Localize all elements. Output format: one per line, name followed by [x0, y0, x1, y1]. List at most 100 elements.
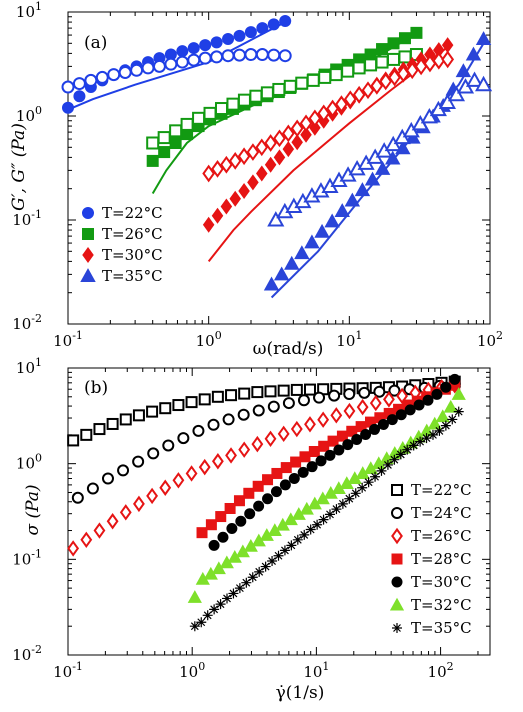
panel-b-data-point [360, 428, 372, 440]
panel-a-data-point [314, 223, 330, 238]
panel-b-xlabel: γ̇(1/s) [276, 683, 325, 703]
panel-a-data-point [283, 79, 297, 93]
panel-a-data-point [410, 26, 423, 39]
panel-b-data-point [101, 472, 114, 485]
panel-a-data-point [255, 138, 269, 157]
panel-a-data-point [210, 50, 224, 64]
panel-b-data-point [241, 577, 252, 588]
panel-b-data-point [421, 433, 432, 444]
panel-b-data-point [413, 399, 425, 411]
panel-b-data-point [235, 515, 247, 527]
panel-a-data-point [281, 124, 295, 143]
panel-a-data-point [405, 61, 419, 80]
panel-b-data-point [312, 519, 323, 530]
panel-b-data-point [267, 556, 278, 567]
panel-a-data-point [465, 71, 484, 87]
panel-b-data-point [279, 479, 291, 491]
panel-b-data-point [119, 504, 132, 521]
panel-b-data-point [189, 621, 200, 632]
panel-a-data-point [374, 160, 391, 175]
panel-b-data-point [146, 405, 159, 418]
panel-a-data-point [429, 100, 447, 117]
panel-a-data-point [73, 90, 86, 103]
panel-b-data-point [217, 531, 229, 543]
panel-b-data-point [93, 423, 106, 436]
panel-b-data-point [449, 373, 461, 385]
panel-a-data-point [118, 65, 132, 79]
panel-a-data-point [255, 48, 269, 62]
panel-a-data-point [309, 119, 321, 136]
panel-b-data-point [327, 435, 339, 447]
panel-b-data-point [297, 466, 309, 478]
panel-b-data-point [264, 385, 277, 398]
panel-a-data-point [246, 143, 260, 161]
panel-b-data-point [358, 386, 371, 399]
panel-a-data-point [221, 49, 235, 63]
panel-b-legend-label: T=26°C [411, 527, 472, 545]
panel-b-data-point [251, 435, 264, 453]
panel-a-data-point [334, 203, 350, 218]
panel-a-data-point [152, 59, 166, 73]
panel-a-data-point [344, 192, 361, 207]
panel-b-data-point [290, 420, 303, 438]
panel-b-data-point [331, 504, 342, 515]
panel-a-data-point [465, 46, 482, 61]
panel-b-data-point [147, 447, 160, 460]
panel-a-data-point [317, 104, 331, 123]
panel-b-data-point [351, 433, 363, 445]
panel-b-data-point [342, 439, 354, 451]
panel-a-data-point [300, 126, 312, 143]
panel-b-data-point [337, 498, 348, 509]
panel-b-data-point [306, 461, 318, 473]
panel-a-data-point [267, 211, 285, 227]
panel-b-data-point [376, 465, 387, 476]
panel-a-data-point [264, 156, 277, 173]
panel-b-data-point [67, 540, 80, 557]
panel-a-data-point [192, 111, 206, 125]
panel-b-legend-label: T=22°C [411, 481, 472, 499]
panel-a-data-point [84, 73, 98, 87]
panel-b-data-point [67, 434, 80, 447]
panel-b-data-point [132, 455, 145, 468]
panel-a-data-point [263, 276, 280, 291]
panel-b-label: (b) [84, 378, 108, 398]
panel-b-data-point [299, 529, 310, 540]
panel-a-data-point [72, 77, 86, 91]
panel-b-data-point [172, 399, 185, 412]
panel-a-y-tick-label: 10-2 [12, 312, 42, 333]
panel-b-data-point [292, 534, 303, 545]
panel-a-data-point [222, 33, 235, 46]
panel-b-data-point [369, 394, 382, 412]
panel-b-data-point [252, 404, 265, 417]
panel-b-data-point [324, 509, 335, 520]
panel-b-data-point [205, 519, 217, 531]
panel-b-data-point [238, 387, 251, 400]
panel-b-data-point [80, 531, 93, 549]
panel-a-data-point [210, 36, 223, 49]
panel-a-data-point [249, 89, 263, 103]
panel-a-data-point [272, 82, 286, 96]
panel-b-data-point [395, 409, 407, 421]
panel-b-data-point [277, 425, 290, 443]
panel-a-data-point [299, 114, 313, 133]
panel-a-data-point [211, 160, 224, 178]
panel-a-data-point [308, 109, 322, 128]
panel-b-data-point [267, 400, 280, 413]
panel-a-data-point [343, 90, 357, 109]
panel-b-data-point [106, 417, 119, 430]
panel-b-legend-label: T=32°C [411, 596, 472, 614]
panel-a-y-tick-label: 10-1 [12, 208, 42, 229]
panel-b-data-point [382, 459, 393, 470]
panel-b-data-point [198, 393, 211, 406]
panel-b-data-point [177, 432, 190, 445]
panel-a-legend-label: T=22°C [102, 204, 163, 222]
panel-b-y-tick-label: 101 [16, 356, 42, 377]
panel-b-data-point [297, 394, 310, 407]
panel-b-y-tick-label: 10-1 [12, 547, 42, 568]
panel-b-data-point [185, 396, 198, 409]
panel-b-data-point [313, 391, 326, 404]
panel-b-data-point [324, 449, 336, 461]
panel-b-data-point [277, 384, 290, 397]
panel-a-data-point [61, 80, 75, 94]
panel-a-data-point [229, 190, 241, 207]
